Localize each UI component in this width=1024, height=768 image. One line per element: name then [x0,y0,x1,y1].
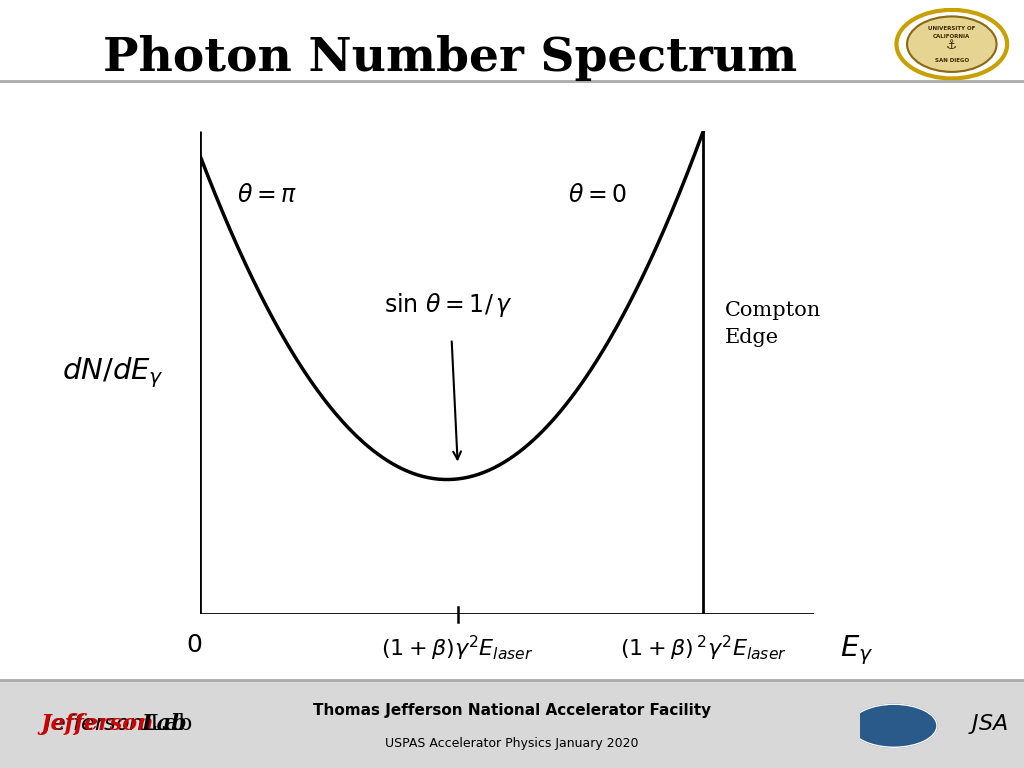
Text: Compton
Edge: Compton Edge [725,301,821,347]
Text: $\mathit{JSA}$: $\mathit{JSA}$ [968,712,1008,737]
Text: $\theta = 0$: $\theta = 0$ [568,184,627,207]
Text: USPAS Accelerator Physics January 2020: USPAS Accelerator Physics January 2020 [385,737,639,750]
Circle shape [907,16,996,72]
Text: $\mathit{Jefferson}$ Lab: $\mathit{Jefferson}$ Lab [41,711,193,737]
Text: CALIFORNIA: CALIFORNIA [933,35,971,39]
Text: $dN/dE_\gamma$: $dN/dE_\gamma$ [61,355,164,390]
Text: $0$: $0$ [186,634,203,657]
Text: $(1+\beta)\gamma^2 E_{laser}$: $(1+\beta)\gamma^2 E_{laser}$ [382,634,534,663]
Text: Lab: Lab [141,713,186,735]
Text: ⚓: ⚓ [946,39,957,52]
Text: Jefferson: Jefferson [41,713,155,735]
Text: $(1+\beta)\,{}^2\gamma^2 E_{laser}$: $(1+\beta)\,{}^2\gamma^2 E_{laser}$ [621,634,786,663]
Text: Photon Number Spectrum: Photon Number Spectrum [103,35,798,81]
Text: SAN DIEGO: SAN DIEGO [935,58,969,63]
Text: $\sin\,\theta = 1/\,\gamma$: $\sin\,\theta = 1/\,\gamma$ [384,291,513,319]
Text: $E_\gamma$: $E_\gamma$ [840,634,873,667]
Text: UNIVERSITY OF: UNIVERSITY OF [928,25,976,31]
Text: Thomas Jefferson National Accelerator Facility: Thomas Jefferson National Accelerator Fa… [313,703,711,718]
Circle shape [851,704,937,747]
Text: $\theta = \pi$: $\theta = \pi$ [237,184,297,207]
